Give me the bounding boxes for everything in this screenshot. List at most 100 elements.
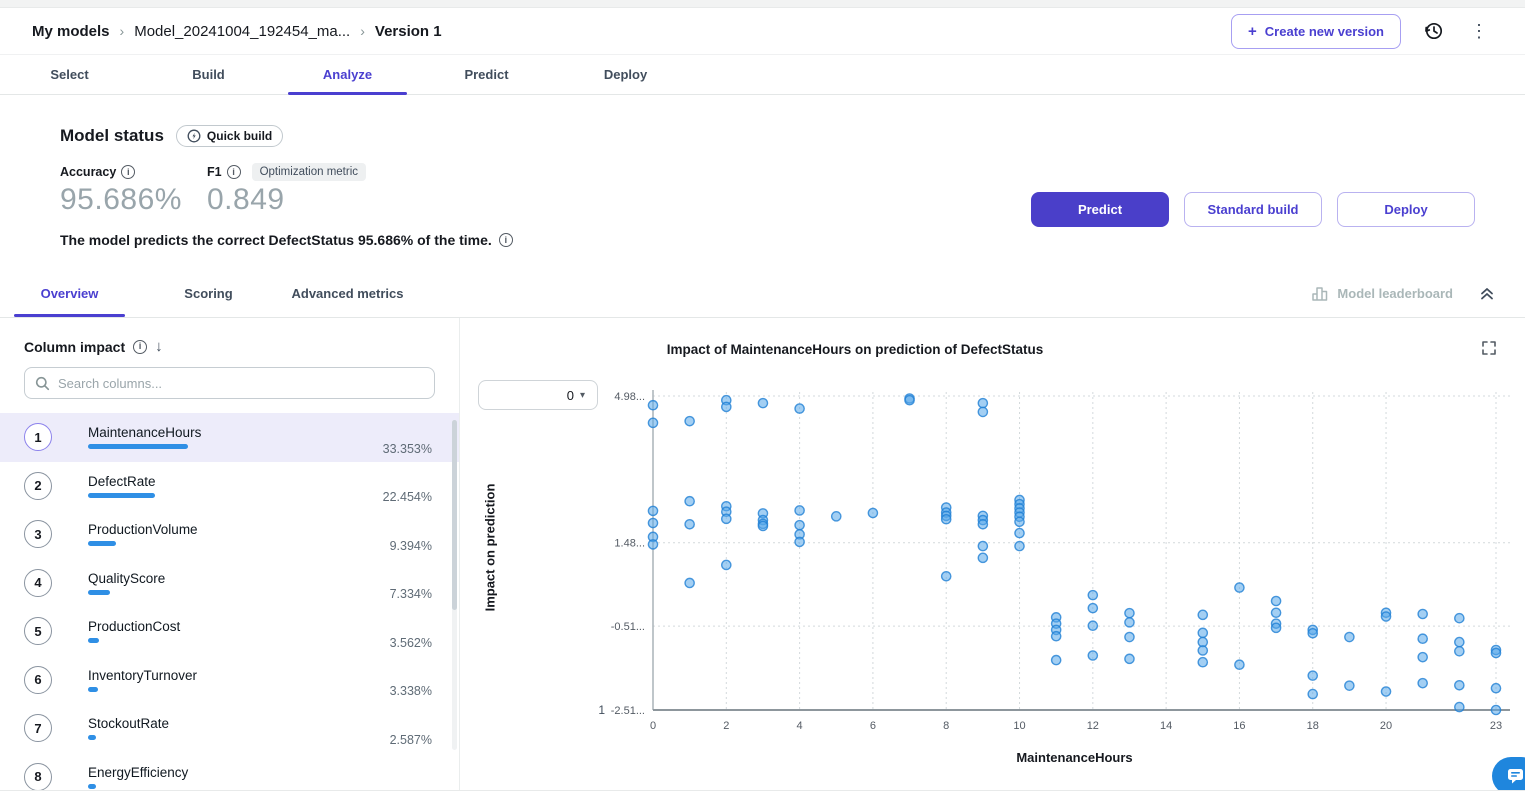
scatter-point[interactable]	[721, 401, 732, 413]
scatter-point[interactable]	[684, 415, 695, 427]
scatter-point[interactable]	[1087, 589, 1099, 601]
scatter-point[interactable]	[1270, 622, 1282, 634]
scatter-point[interactable]	[721, 559, 732, 571]
scatter-point[interactable]	[977, 552, 989, 564]
scatter-point[interactable]	[794, 519, 805, 531]
kebab-menu-icon[interactable]: ⋮	[1465, 17, 1493, 45]
column-impact-row[interactable]: 3 ProductionVolume 9.394%	[0, 510, 459, 559]
scatter-point[interactable]	[940, 513, 952, 525]
scatter-point[interactable]	[1124, 653, 1135, 665]
scatter-point[interactable]	[1234, 582, 1245, 593]
scatter-point[interactable]	[1490, 704, 1502, 716]
deploy-button[interactable]: Deploy	[1337, 192, 1475, 227]
scatter-point[interactable]	[684, 495, 695, 507]
tab-select[interactable]: Select	[50, 67, 89, 82]
subtab-advanced-metrics[interactable]: Advanced metrics	[291, 286, 404, 301]
scatter-point[interactable]	[830, 511, 842, 522]
scatter-point[interactable]	[1050, 654, 1062, 666]
scatter-point[interactable]	[1380, 686, 1392, 697]
subtab-scoring[interactable]: Scoring	[184, 286, 233, 301]
column-impact-row[interactable]: 5 ProductionCost 3.562%	[0, 607, 459, 656]
scatter-point[interactable]	[1124, 631, 1135, 643]
tab-build[interactable]: Build	[192, 67, 225, 82]
scatter-point[interactable]	[647, 539, 659, 550]
scatter-point[interactable]	[977, 406, 989, 418]
tab-predict[interactable]: Predict	[464, 67, 509, 82]
scatter-point[interactable]	[1307, 627, 1319, 639]
scatter-point[interactable]	[1197, 609, 1209, 621]
scatter-point[interactable]	[940, 570, 952, 582]
column-impact-row[interactable]: 2 DefectRate 22.454%	[0, 462, 459, 511]
expand-icon[interactable]	[1481, 340, 1497, 359]
scatter-point[interactable]	[1014, 527, 1025, 539]
scatter-point[interactable]	[1490, 647, 1502, 659]
scatter-point[interactable]	[1197, 627, 1209, 639]
scatter-point[interactable]	[1490, 682, 1502, 694]
breadcrumb-my-models[interactable]: My models	[32, 22, 110, 40]
scatter-point[interactable]	[794, 536, 805, 548]
scatter-point[interactable]	[1124, 607, 1135, 619]
scatter-point[interactable]	[1124, 617, 1135, 628]
scatter-point[interactable]	[647, 417, 659, 429]
scatter-point[interactable]	[1307, 688, 1319, 700]
scatter-point[interactable]	[1087, 620, 1099, 632]
column-impact-row[interactable]: 6 InventoryTurnover 3.338%	[0, 656, 459, 705]
tab-deploy[interactable]: Deploy	[603, 67, 648, 82]
sort-descending-icon[interactable]: ↓	[155, 338, 163, 355]
scatter-point[interactable]	[1197, 645, 1209, 656]
column-impact-row[interactable]: 8 EnergyEfficiency	[0, 753, 459, 790]
subtab-overview[interactable]: Overview	[0, 270, 139, 317]
scatter-point[interactable]	[1087, 602, 1099, 614]
scatter-point[interactable]	[794, 505, 805, 516]
scatter-point[interactable]	[1344, 680, 1355, 691]
scatter-point[interactable]	[1417, 651, 1428, 663]
scatter-point[interactable]	[1454, 636, 1465, 648]
chat-bubble-icon[interactable]	[1492, 757, 1525, 795]
scatter-point[interactable]	[1380, 611, 1392, 622]
scatter-point[interactable]	[1270, 595, 1282, 607]
history-icon[interactable]	[1419, 17, 1447, 45]
scatter-point[interactable]	[647, 517, 659, 529]
scatter-point[interactable]	[1050, 630, 1062, 642]
scatter-point[interactable]	[1417, 677, 1428, 689]
scatter-point[interactable]	[721, 513, 732, 525]
category-dropdown[interactable]: 0 ▾	[478, 380, 598, 410]
tab-analyze[interactable]: Analyze	[278, 55, 417, 95]
info-icon[interactable]: i	[121, 165, 136, 179]
column-impact-row[interactable]: 1 MaintenanceHours 33.353%	[0, 413, 459, 462]
scatter-point[interactable]	[977, 397, 989, 409]
scatter-point[interactable]	[1417, 608, 1428, 620]
standard-build-button[interactable]: Standard build	[1184, 192, 1322, 227]
info-icon[interactable]: i	[133, 339, 148, 354]
double-chevron-up-icon[interactable]	[1479, 286, 1495, 301]
search-columns-input[interactable]	[58, 375, 424, 391]
info-icon[interactable]: i	[226, 165, 241, 179]
list-scrollbar[interactable]	[452, 420, 457, 750]
scatter-point[interactable]	[1454, 701, 1465, 713]
scatter-point[interactable]	[684, 518, 695, 530]
scatter-point[interactable]	[1307, 670, 1319, 681]
info-icon[interactable]: i	[498, 233, 513, 247]
scatter-point[interactable]	[1454, 612, 1465, 624]
scatter-point[interactable]	[647, 505, 659, 517]
scatter-point[interactable]	[684, 577, 695, 589]
scatter-point[interactable]	[1014, 516, 1025, 528]
scatter-point[interactable]	[977, 518, 989, 530]
scatter-point[interactable]	[757, 397, 769, 409]
scatter-point[interactable]	[794, 403, 805, 414]
model-leaderboard-button[interactable]: Model leaderboard	[1311, 286, 1453, 302]
column-impact-row[interactable]: 4 QualityScore 7.334%	[0, 559, 459, 608]
scatter-point[interactable]	[867, 507, 879, 519]
scatter-point[interactable]	[1234, 659, 1245, 671]
scatter-point[interactable]	[1197, 656, 1209, 668]
scatter-point[interactable]	[1087, 650, 1099, 661]
scatter-point[interactable]	[757, 520, 769, 532]
scatter-point[interactable]	[1454, 679, 1465, 691]
scatter-point[interactable]	[1454, 646, 1465, 657]
create-new-version-button[interactable]: + Create new version	[1231, 13, 1401, 49]
scatter-point[interactable]	[1270, 607, 1282, 619]
predict-button[interactable]: Predict	[1031, 192, 1169, 227]
breadcrumb-model-name[interactable]: Model_20241004_192454_ma...	[134, 22, 351, 40]
scatter-point[interactable]	[1344, 631, 1355, 643]
scatter-point[interactable]	[977, 540, 989, 552]
